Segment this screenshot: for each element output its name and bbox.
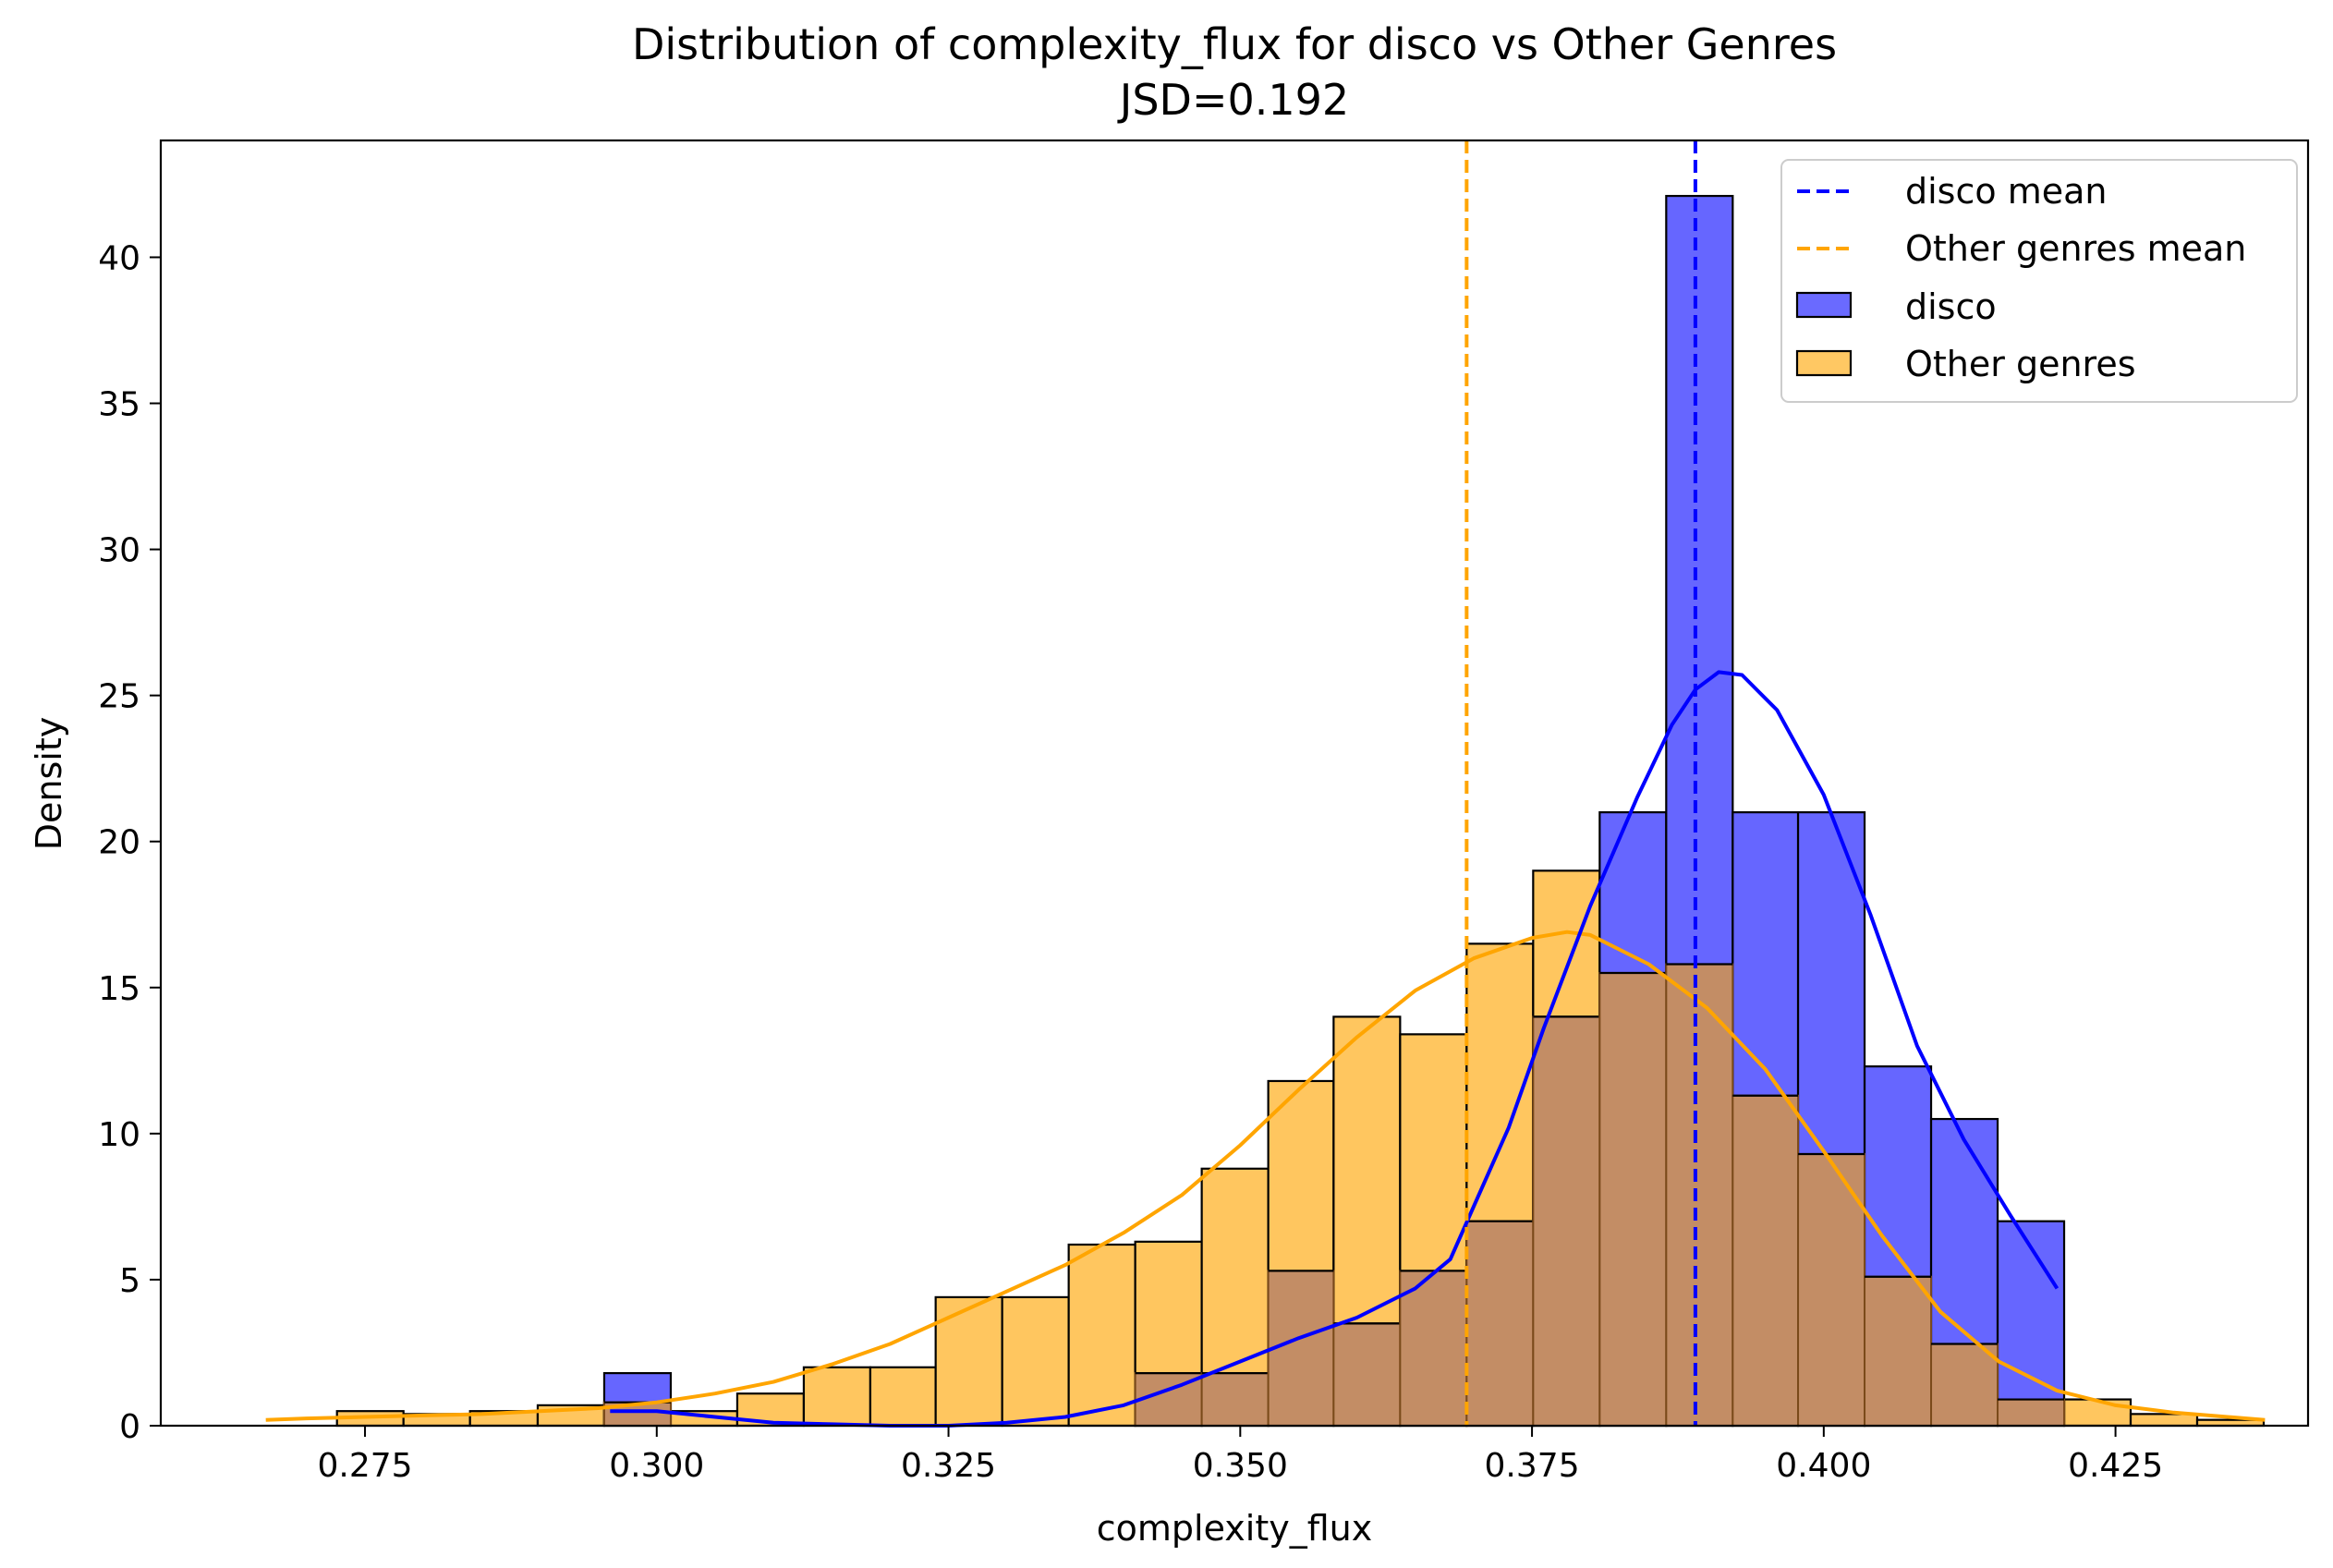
overlap-bar: [1997, 1398, 2066, 1428]
other-genres-bar: [934, 1295, 1003, 1428]
other-genres-kde-line: [265, 930, 2266, 1422]
x-axis-ticks: 0.275 0.300 0.325 0.350 0.375 0.400 0.425: [318, 1426, 2163, 1485]
x-tick-label: 0.275: [318, 1447, 413, 1485]
other-genres-bar: [2129, 1413, 2199, 1428]
legend-disco-swatch: [1795, 291, 1853, 319]
other-genres-bar: [869, 1366, 937, 1428]
mean-lines: [1464, 140, 1697, 1426]
legend-disco-label: disco: [1905, 286, 1997, 327]
legend-disco-mean-label: disco mean: [1905, 171, 2107, 212]
axes-frame: [159, 139, 2310, 1428]
x-tick-label: 0.375: [1485, 1447, 1580, 1485]
x-tick-label: 0.350: [1193, 1447, 1288, 1485]
y-tick-label: 20: [98, 824, 140, 862]
legend: disco mean Other genres mean disco Other…: [1780, 159, 2298, 403]
y-tick-label: 35: [98, 386, 140, 424]
overlap-bar: [1200, 1372, 1270, 1428]
overlap-bar: [1532, 1015, 1601, 1427]
legend-box: [1780, 159, 2298, 403]
overlap-bar: [1665, 963, 1734, 1427]
x-tick-label: 0.300: [609, 1447, 704, 1485]
overlap-bar: [1332, 1322, 1402, 1428]
other-genres-bar: [2062, 1398, 2133, 1428]
y-tick-label: 25: [98, 678, 140, 716]
overlap-bar: [1465, 1220, 1535, 1428]
overlap-bars: [602, 963, 2066, 1428]
overlap-bar: [1598, 971, 1668, 1427]
disco-bar: [1996, 1220, 2066, 1428]
legend-other-label: Other genres: [1905, 344, 2136, 384]
other-genres-bar: [802, 1366, 872, 1428]
y-tick-label: 0: [119, 1408, 140, 1446]
legend-other-swatch: [1795, 349, 1853, 377]
y-axis-label: Density: [29, 717, 69, 850]
other-genres-bar: [1001, 1295, 1070, 1428]
y-tick-label: 10: [98, 1116, 140, 1154]
x-tick-label: 0.400: [1776, 1447, 1871, 1485]
overlap-bar: [1732, 1094, 1800, 1427]
legend-other-mean-label: Other genres mean: [1905, 228, 2246, 269]
y-axis-ticks: 0 5 10 15 20 25 30 35 40: [98, 239, 161, 1446]
chart-subtitle: JSD=0.192: [1117, 75, 1349, 125]
x-axis-label: complexity_flux: [1097, 1508, 1373, 1549]
chart-title: Distribution of complexity_flux for disc…: [632, 19, 1837, 69]
y-tick-label: 30: [98, 532, 140, 570]
overlap-bar: [1399, 1270, 1468, 1428]
y-tick-label: 40: [98, 239, 140, 277]
overlap-bar: [1864, 1275, 1933, 1428]
other-genres-bar: [1067, 1243, 1136, 1428]
x-tick-label: 0.425: [2068, 1447, 2163, 1485]
y-tick-label: 15: [98, 970, 140, 1008]
overlap-bar: [1797, 1152, 1866, 1427]
overlap-bar: [1930, 1343, 1999, 1427]
x-tick-label: 0.325: [901, 1447, 996, 1485]
y-tick-label: 5: [119, 1262, 140, 1300]
